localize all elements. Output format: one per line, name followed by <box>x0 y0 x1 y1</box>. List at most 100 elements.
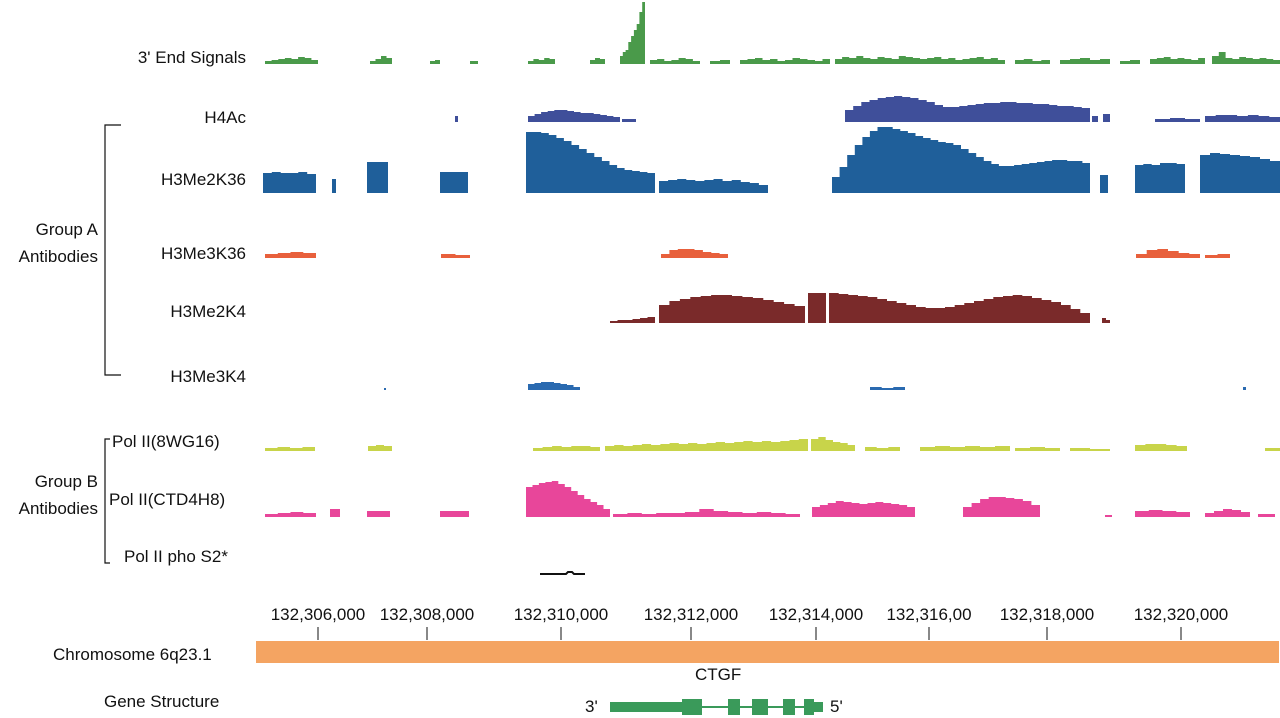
gene-exon <box>728 699 740 715</box>
signal-segment-h3me2k36 <box>659 179 768 193</box>
signal-segment-end3 <box>430 60 440 64</box>
group-b-line2: Antibodies <box>18 499 98 518</box>
signal-segment-pol8wg16 <box>368 445 392 451</box>
signal-segment-polctd <box>613 509 800 517</box>
track-label-h3me2k36: H3Me2K36 <box>160 170 246 189</box>
signal-segment-h4ac <box>622 119 636 122</box>
group-a-line2: Antibodies <box>18 247 98 266</box>
tick-label-308000: 132,308,000 <box>379 605 475 624</box>
signal-segment-h3me3k4 <box>1243 387 1246 390</box>
signal-segment-h4ac <box>1155 118 1200 122</box>
gene-exon <box>682 699 702 715</box>
signal-segment-polpho <box>540 571 585 575</box>
signal-segment-polctd <box>1135 510 1190 517</box>
group-b-label: Group B Antibodies <box>19 468 98 522</box>
track-label-h3me3k4: H3Me3K4 <box>170 367 246 386</box>
tick-label-314000: 132,314,000 <box>768 605 864 624</box>
signal-segment-end3 <box>1150 57 1205 64</box>
axis-ticks <box>317 627 1182 640</box>
tick-label-316000: 132,316,00 <box>886 605 972 624</box>
signal-segment-h4ac <box>528 110 620 122</box>
gene-3prime-label: 3' <box>585 697 598 716</box>
chromosome-bar <box>256 641 1279 663</box>
group-a-label: Group A Antibodies <box>19 216 98 270</box>
track-label-h3me3k36: H3Me3K36 <box>160 244 246 263</box>
gene-name: CTGF <box>695 665 742 684</box>
tick-label-306000: 132,306,000 <box>270 605 366 624</box>
signal-segment-polctd <box>963 497 1040 517</box>
signal-segment-h3me2k36 <box>1100 175 1108 193</box>
track-label-pol-pho-s2: Pol II pho S2* <box>124 547 228 566</box>
signal-profiles <box>263 2 1280 575</box>
signal-segment-polctd <box>1258 514 1275 517</box>
signal-segment-h3me2k36 <box>332 179 336 193</box>
signal-segment-h4ac <box>455 116 458 122</box>
track-label-3end: 3' End Signals <box>137 48 246 67</box>
signal-segment-pol8wg16 <box>865 447 900 451</box>
gene-exon <box>610 702 682 712</box>
signal-segment-end3 <box>740 58 830 64</box>
signal-segment-polctd <box>265 512 316 517</box>
gene-exon <box>804 699 814 715</box>
group-b-bracket <box>104 438 110 564</box>
signal-segment-h3me3k4 <box>870 387 905 390</box>
signal-segment-h3me2k36 <box>440 172 468 193</box>
signal-segment-polctd <box>1205 509 1250 517</box>
signal-segment-end3 <box>620 2 645 64</box>
signal-segment-h3me2k4 <box>829 293 1090 323</box>
track-label-h3me2k4: H3Me2K4 <box>170 302 246 321</box>
signal-segment-pol8wg16 <box>1135 444 1187 451</box>
signal-segment-pol8wg16 <box>605 439 808 451</box>
signal-segment-pol8wg16 <box>1070 448 1110 451</box>
signal-segment-end3 <box>1120 60 1140 64</box>
signal-segment-end3 <box>590 58 605 64</box>
signal-segment-h3me2k36 <box>832 127 1090 193</box>
signal-segment-end3 <box>1060 58 1110 64</box>
gene-exon <box>752 699 768 715</box>
signal-segment-h3me2k4 <box>1102 318 1110 323</box>
signal-segment-polctd <box>330 509 340 517</box>
signal-segment-h4ac <box>1205 115 1280 122</box>
gene-exon <box>783 699 795 715</box>
track-label-h4ac: H4Ac <box>204 108 246 127</box>
signal-segment-h3me2k36 <box>1135 163 1185 193</box>
signal-segment-h3me3k4 <box>384 388 386 390</box>
tick-label-312000: 132,312,000 <box>643 605 739 624</box>
signal-segment-pol8wg16 <box>1015 447 1060 451</box>
group-a-line1: Group A <box>35 220 98 239</box>
signal-segment-end3 <box>835 56 1005 64</box>
gene-structure-label: Gene Structure <box>104 692 220 711</box>
signal-segment-pol8wg16 <box>533 446 600 451</box>
signal-segment-h3me3k36 <box>265 252 316 258</box>
signal-segment-end3 <box>710 60 730 64</box>
signal-segment-h3me2k36 <box>263 172 316 193</box>
signal-segment-h4ac <box>845 96 1090 122</box>
tick-label-318000: 132,318,000 <box>999 605 1095 624</box>
signal-segment-h3me3k36 <box>1205 254 1230 258</box>
signal-segment-pol8wg16 <box>1265 448 1280 451</box>
signal-segment-end3 <box>370 56 392 64</box>
signal-segment-polctd <box>367 511 390 517</box>
gene-5prime-label: 5' <box>830 697 843 716</box>
signal-segment-h3me3k36 <box>1136 249 1200 258</box>
signal-segment-polctd <box>440 511 469 517</box>
signal-segment-h3me2k4 <box>808 293 826 323</box>
chromosome-label: Chromosome 6q23.1 <box>53 645 212 664</box>
gene-exon <box>814 702 823 712</box>
signal-segment-polctd <box>1105 515 1112 517</box>
signal-segment-h3me2k36 <box>526 132 655 193</box>
signal-segment-end3 <box>650 58 700 64</box>
signal-segment-end3 <box>528 58 555 64</box>
group-b-line1: Group B <box>34 472 98 491</box>
signal-segment-pol8wg16 <box>920 446 1010 451</box>
signal-segment-end3 <box>1015 59 1050 64</box>
signal-segment-end3 <box>265 57 318 64</box>
tick-label-320000: 132,320,000 <box>1133 605 1229 624</box>
signal-segment-h4ac <box>1103 114 1110 122</box>
signal-segment-polctd <box>812 501 915 517</box>
gene-model <box>610 699 823 715</box>
signal-segment-h3me2k36 <box>367 162 388 193</box>
signal-segment-h4ac <box>1092 116 1098 122</box>
